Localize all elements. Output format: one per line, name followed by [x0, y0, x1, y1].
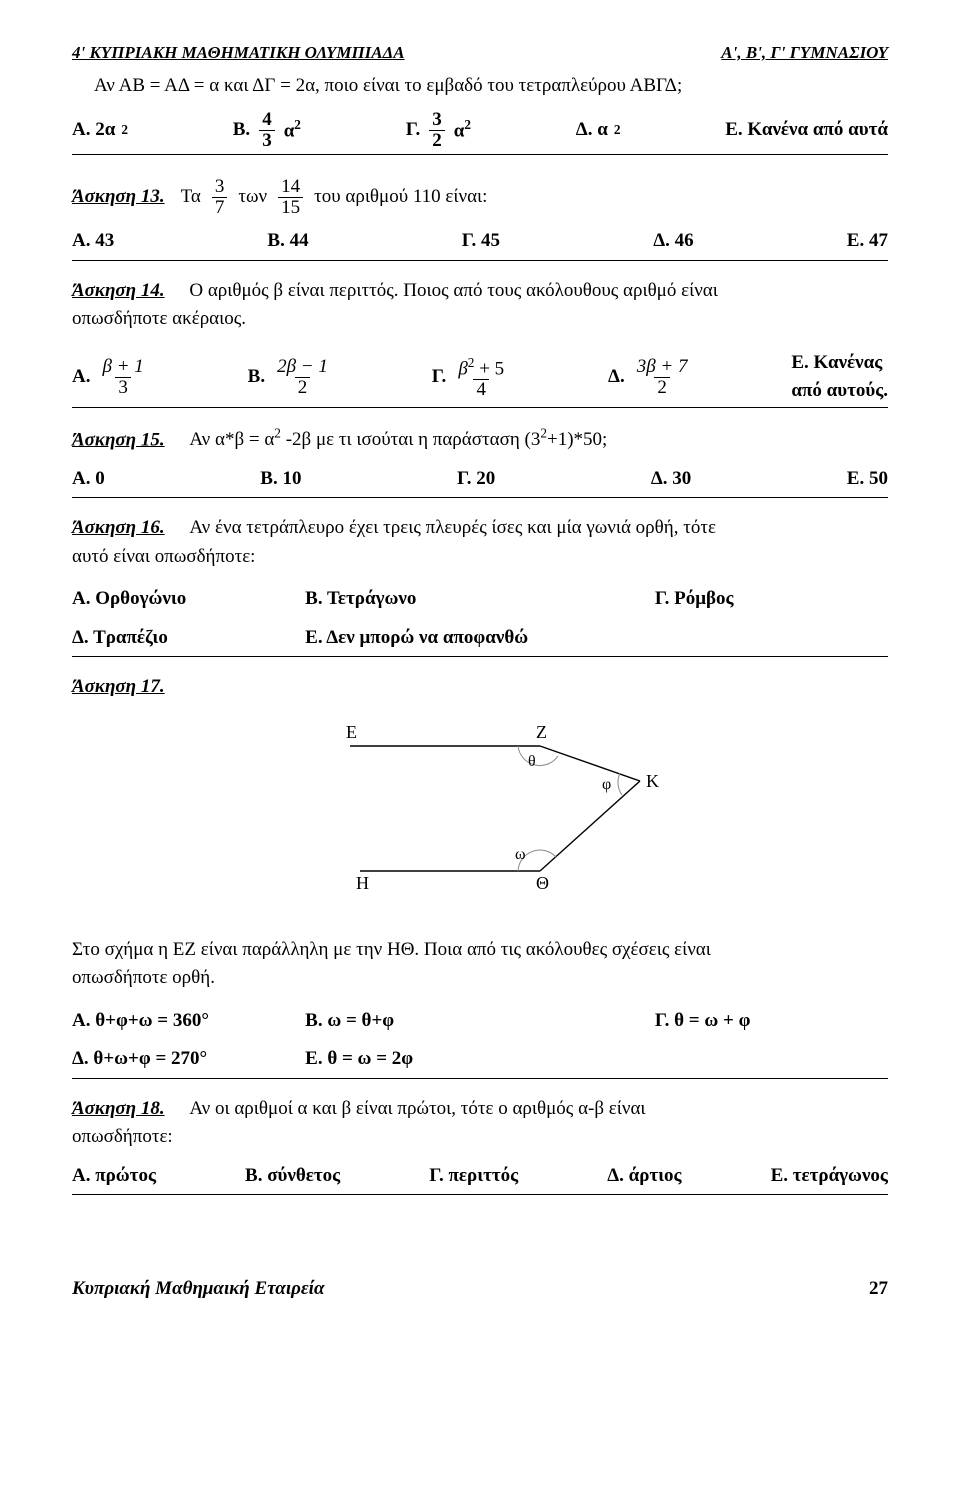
q17-a: Α. θ+φ+ω = 360° — [72, 1007, 305, 1036]
q16-b: Β. Τετράγωνο — [305, 585, 655, 614]
q12-choices: Α. 2α2 Β. 43 α2 Γ. 32 α2 Δ. α2 Ε. Κανένα… — [72, 110, 888, 150]
q17-d: Δ. θ+ω+φ = 270° — [72, 1045, 305, 1074]
q16-choices: Α. Ορθογώνιο Β. Τετράγωνο Γ. Ρόμβος Δ. Τ… — [72, 585, 888, 652]
q16-line2: αυτό είναι οπωσδήποτε: — [72, 543, 888, 572]
footer-left: Κυπριακή Μαθημαική Εταιρεία — [72, 1275, 324, 1304]
divider — [72, 154, 888, 155]
q16-c: Γ. Ρόμβος — [655, 585, 888, 614]
q18-c: Γ. περιττός — [429, 1162, 518, 1191]
q18-e: Ε. τετράγωνος — [771, 1162, 888, 1191]
q17-e: Ε. θ = ω = 2φ — [305, 1045, 888, 1074]
geometry-diagram-svg: Ε Ζ Κ Η Θθ φ ω — [300, 716, 660, 916]
q12-choice-c: Γ. 32 α2 — [406, 110, 471, 150]
q18-d: Δ. άρτιος — [607, 1162, 681, 1191]
q15-line: Άσκηση 15. Αν α*β = α2 -2β με τι ισούται… — [72, 424, 888, 455]
q16-label: Άσκηση 16. — [72, 517, 165, 538]
q14-label: Άσκηση 14. — [72, 280, 165, 301]
svg-text:Η: Η — [356, 873, 369, 893]
q15-choices: Α. 0 Β. 10 Γ. 20 Δ. 30 Ε. 50 — [72, 465, 888, 494]
q16-d: Δ. Τραπέζιο — [72, 624, 305, 653]
q17-label: Άσκηση 17. — [72, 676, 165, 697]
q14-e: Ε. Κανένας από αυτούς. — [791, 352, 888, 404]
svg-text:Ζ: Ζ — [536, 722, 547, 742]
q14-c: Γ. β2 + 54 — [432, 356, 510, 399]
q15-label: Άσκηση 15. — [72, 429, 165, 450]
q17-diagram: Ε Ζ Κ Η Θθ φ ω — [72, 716, 888, 916]
divider — [72, 656, 888, 657]
divider — [72, 497, 888, 498]
q17-c: Γ. θ = ω + φ — [655, 1007, 888, 1036]
q14-choices: Α. β + 13 Β. 2β − 12 Γ. β2 + 54 Δ. 3β + … — [72, 352, 888, 404]
q15-c: Γ. 20 — [457, 465, 495, 494]
q17-b: Β. ω = θ+φ — [305, 1007, 655, 1036]
q14-b: Β. 2β − 12 — [248, 357, 334, 397]
q15-e: Ε. 50 — [847, 465, 888, 494]
page-footer: Κυπριακή Μαθημαική Εταιρεία 27 — [72, 1275, 888, 1304]
q13-c: Γ. 45 — [462, 227, 500, 256]
q15-a: Α. 0 — [72, 465, 105, 494]
q18-line: Άσκηση 18. Αν οι αριθμοί α και β είναι π… — [72, 1095, 888, 1124]
q12-choice-b: Β. 43 α2 — [233, 110, 301, 150]
divider — [72, 260, 888, 261]
q12-choice-e: Ε. Κανένα από αυτά — [725, 116, 888, 145]
q15-d: Δ. 30 — [651, 465, 691, 494]
page-number: 27 — [869, 1275, 888, 1304]
q13-e: Ε. 47 — [847, 227, 888, 256]
q18-a: Α. πρώτος — [72, 1162, 156, 1191]
q14-d: Δ. 3β + 72 — [608, 357, 693, 397]
q13-line: Άσκηση 13. Τα 37 των 1415 του αριθμού 11… — [72, 177, 888, 217]
svg-text:Θ: Θ — [536, 873, 549, 893]
header-left: 4' ΚΥΠΡΙΑΚΗ ΜΑΘΗΜΑΤΙΚΗ ΟΛΥΜΠΙΑΔΑ — [72, 40, 405, 66]
header-right: Α', Β', Γ' ΓΥΜΝΑΣΙΟΥ — [721, 40, 888, 66]
q18-b: Β. σύνθετος — [245, 1162, 340, 1191]
q16-line: Άσκηση 16. Αν ένα τετράπλευρο έχει τρεις… — [72, 514, 888, 543]
page-header: 4' ΚΥΠΡΙΑΚΗ ΜΑΘΗΜΑΤΙΚΗ ΟΛΥΜΠΙΑΔΑ Α', Β',… — [72, 40, 888, 66]
svg-text:ω: ω — [515, 846, 526, 863]
q13-a: Α. 43 — [72, 227, 114, 256]
q13-d: Δ. 46 — [653, 227, 693, 256]
q12-choice-d: Δ. α2 — [576, 116, 621, 145]
q16-a: Α. Ορθογώνιο — [72, 585, 305, 614]
q14-line2: οπωσδήποτε ακέραιος. — [72, 305, 888, 334]
q17-text: Στο σχήμα η ΕΖ είναι παράλληλη με την ΗΘ… — [72, 936, 888, 965]
divider — [72, 1078, 888, 1079]
q18-label: Άσκηση 18. — [72, 1098, 165, 1119]
svg-text:Κ: Κ — [646, 771, 659, 791]
divider — [72, 1194, 888, 1195]
q13-b: Β. 44 — [267, 227, 308, 256]
q15-b: Β. 10 — [260, 465, 301, 494]
divider — [72, 407, 888, 408]
svg-text:Ε: Ε — [346, 722, 357, 742]
q13-label: Άσκηση 13. — [72, 183, 165, 212]
q14-a: Α. β + 13 — [72, 357, 150, 397]
q17-choices: Α. θ+φ+ω = 360° Β. ω = θ+φ Γ. θ = ω + φ … — [72, 1007, 888, 1074]
q17-text2: οπωσδήποτε ορθή. — [72, 964, 888, 993]
q14-line: Άσκηση 14. Ο αριθμός β είναι περιττός. Π… — [72, 277, 888, 306]
svg-text:θ: θ — [528, 753, 536, 770]
q12-text: Αν ΑΒ = ΑΔ = α και ΔΓ = 2α, ποιο είναι τ… — [72, 72, 888, 101]
q13-choices: Α. 43 Β. 44 Γ. 45 Δ. 46 Ε. 47 — [72, 227, 888, 256]
q18-choices: Α. πρώτος Β. σύνθετος Γ. περιττός Δ. άρτ… — [72, 1162, 888, 1191]
q12-choice-a: Α. 2α2 — [72, 116, 128, 145]
q18-line2: οπωσδήποτε: — [72, 1123, 888, 1152]
q17-line: Άσκηση 17. — [72, 673, 888, 702]
q16-e: Ε. Δεν μπορώ να αποφανθώ — [305, 624, 888, 653]
svg-text:φ: φ — [602, 776, 611, 793]
